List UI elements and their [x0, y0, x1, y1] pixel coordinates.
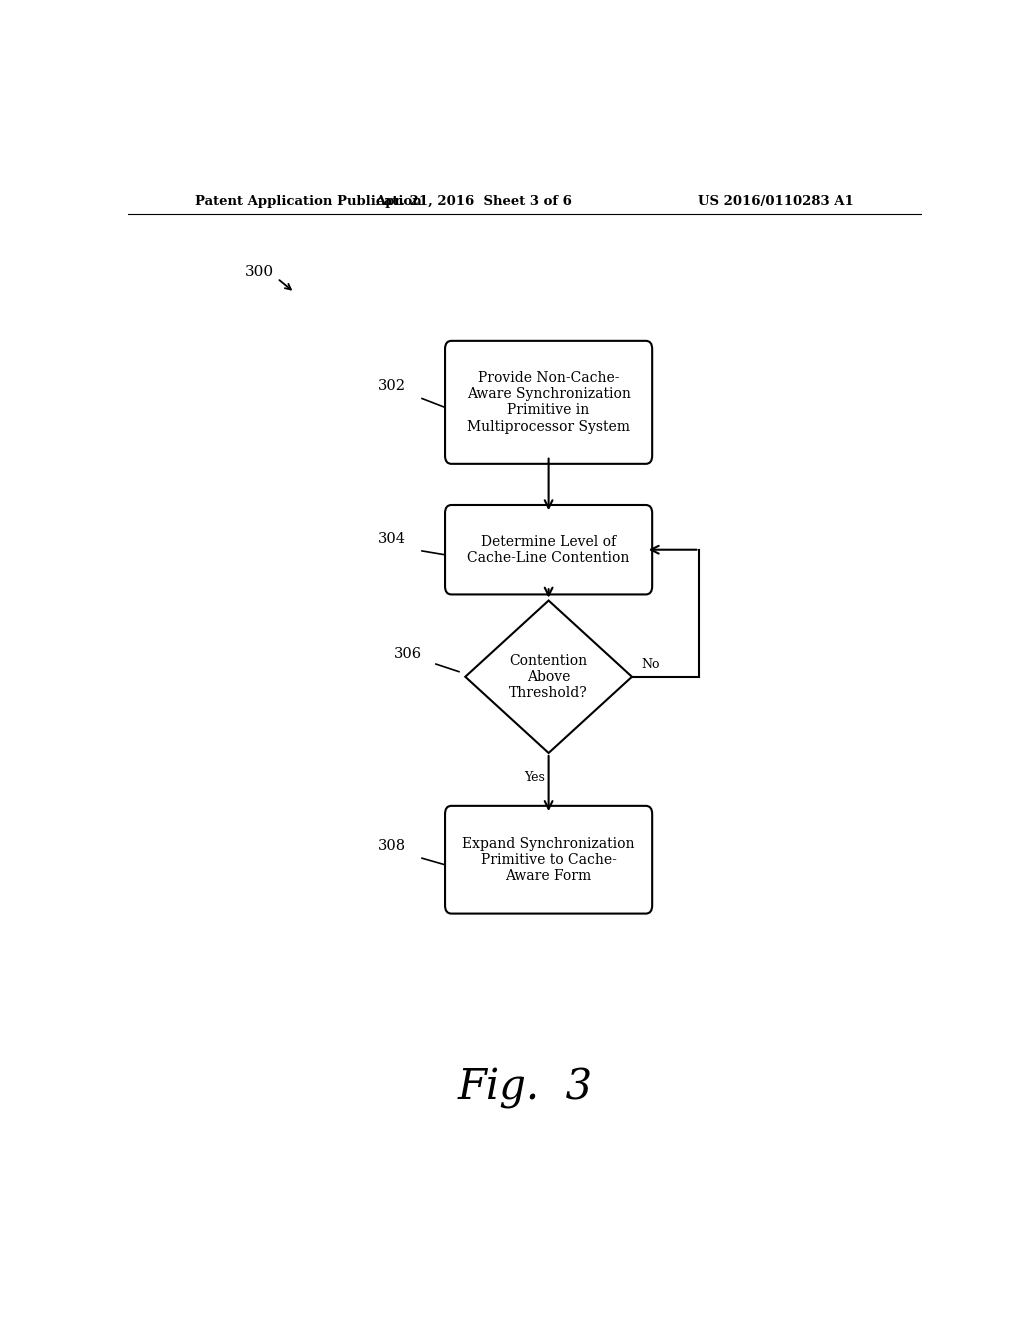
Text: No: No: [641, 659, 659, 671]
Text: Contention
Above
Threshold?: Contention Above Threshold?: [509, 653, 588, 700]
Text: Yes: Yes: [524, 771, 545, 784]
Text: 304: 304: [378, 532, 406, 545]
Text: Expand Synchronization
Primitive to Cache-
Aware Form: Expand Synchronization Primitive to Cach…: [463, 837, 635, 883]
Text: Determine Level of
Cache-Line Contention: Determine Level of Cache-Line Contention: [467, 535, 630, 565]
Polygon shape: [465, 601, 632, 752]
Text: Fig.  3: Fig. 3: [458, 1068, 592, 1109]
FancyBboxPatch shape: [445, 805, 652, 913]
Text: Provide Non-Cache-
Aware Synchronization
Primitive in
Multiprocessor System: Provide Non-Cache- Aware Synchronization…: [467, 371, 631, 434]
FancyBboxPatch shape: [445, 506, 652, 594]
Text: 308: 308: [378, 840, 406, 853]
Text: 306: 306: [394, 647, 422, 661]
Text: US 2016/0110283 A1: US 2016/0110283 A1: [698, 194, 854, 207]
Text: Patent Application Publication: Patent Application Publication: [196, 194, 422, 207]
Text: 302: 302: [378, 379, 406, 393]
FancyBboxPatch shape: [445, 341, 652, 463]
Text: Apr. 21, 2016  Sheet 3 of 6: Apr. 21, 2016 Sheet 3 of 6: [375, 194, 571, 207]
Text: 300: 300: [245, 265, 273, 280]
